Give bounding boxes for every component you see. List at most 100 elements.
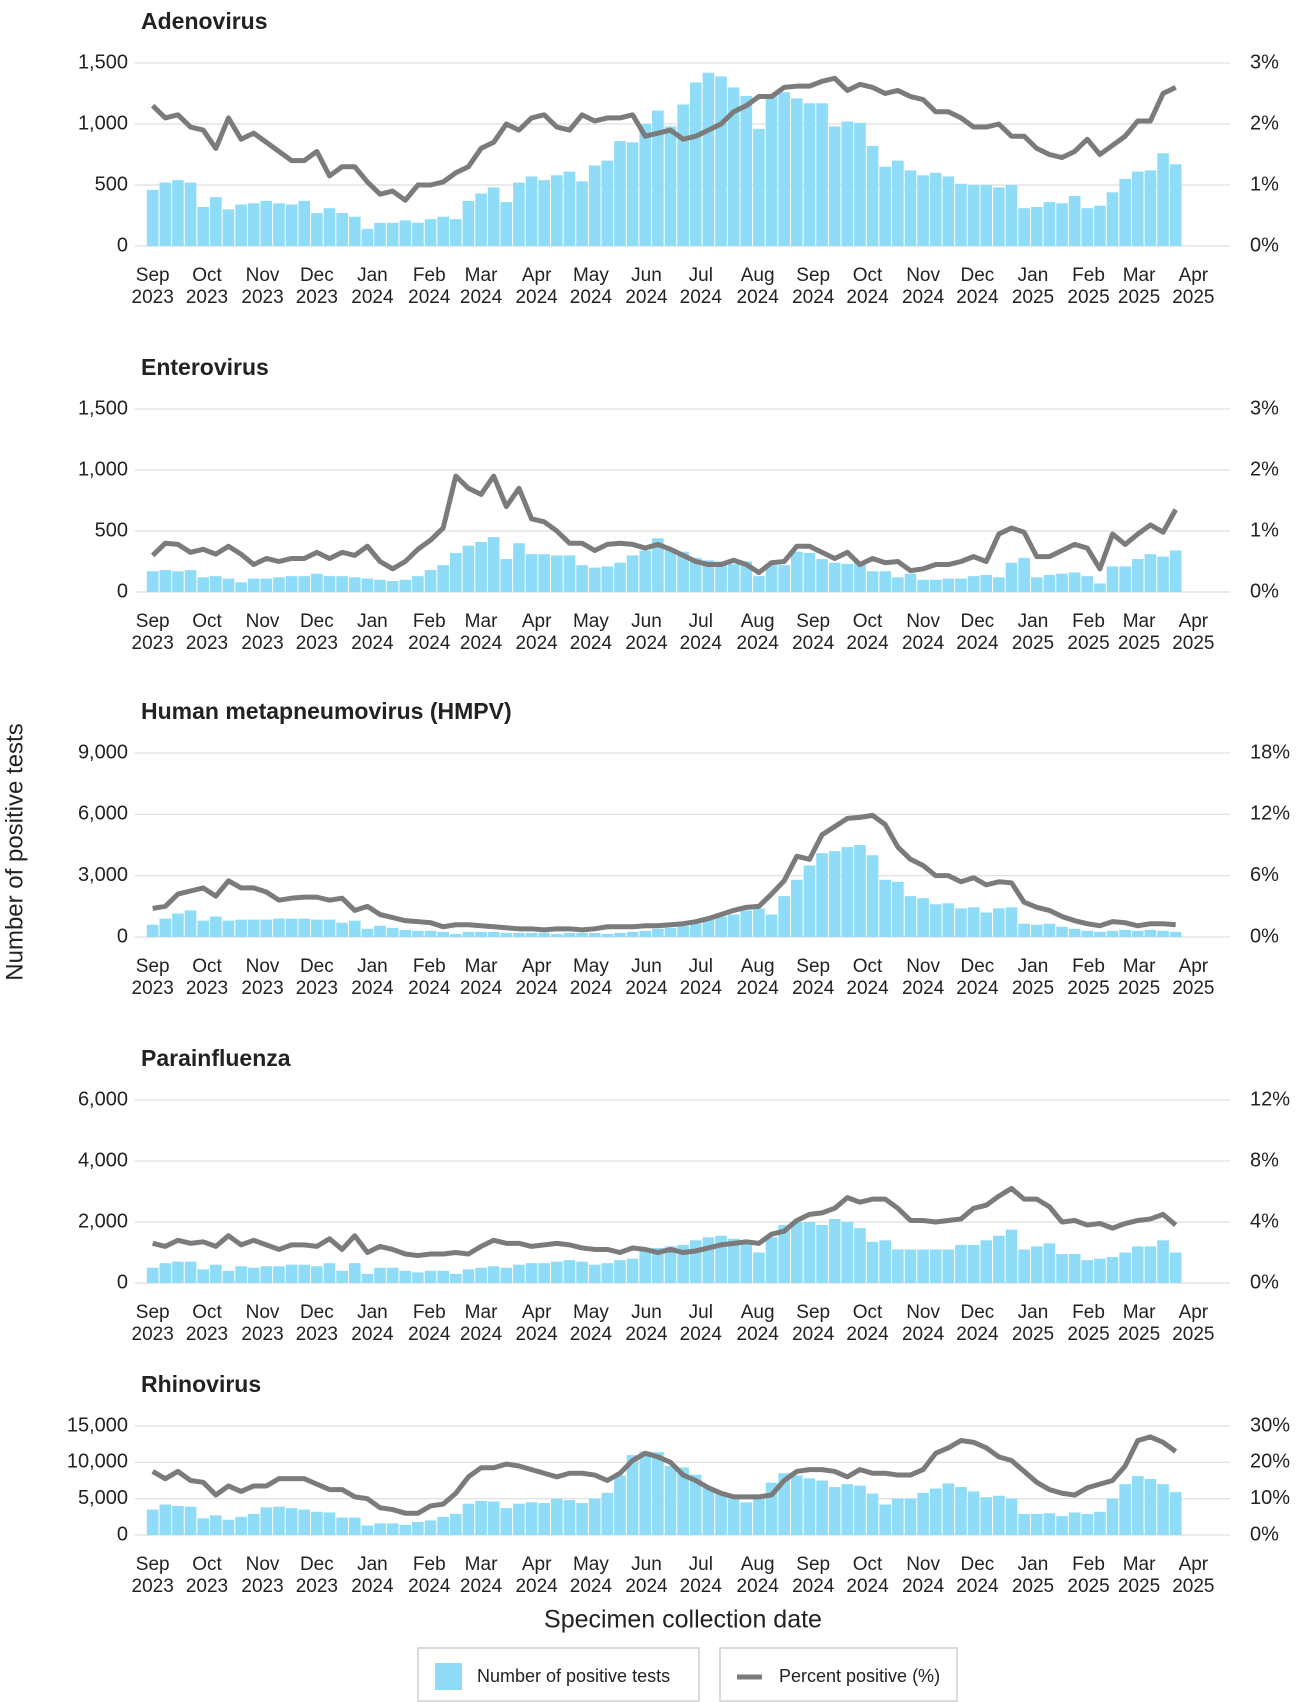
y-tick-label: 5,000 <box>78 1487 128 1509</box>
x-tick: Mar 2025 <box>1118 956 1160 999</box>
bar <box>348 920 361 937</box>
bar <box>1068 572 1081 592</box>
bar <box>892 577 904 592</box>
bar <box>475 1500 487 1535</box>
bar <box>361 578 374 592</box>
y-tick-label: 3,000 <box>78 864 128 886</box>
bar <box>715 76 727 246</box>
bar <box>892 160 904 246</box>
bar <box>563 1260 576 1283</box>
bar <box>576 932 588 937</box>
x-tick: Nov 2024 <box>902 956 944 999</box>
x-tick-label: Mar 2025 <box>1117 265 1161 308</box>
x-tick-label: Dec 2024 <box>956 1554 999 1597</box>
x-tick-label: Apr 2025 <box>1172 1302 1215 1345</box>
bar <box>993 1495 1005 1535</box>
bar <box>980 185 993 246</box>
bar <box>500 1267 513 1283</box>
bar <box>803 552 816 592</box>
bar <box>626 555 639 592</box>
bar <box>386 581 399 592</box>
bar <box>1144 1246 1157 1283</box>
bar <box>1043 202 1056 246</box>
bar <box>247 578 260 592</box>
x-tick-label: Oct 2024 <box>846 1302 889 1345</box>
bar <box>879 879 892 937</box>
bar <box>538 932 551 937</box>
x-tick: Jan 2025 <box>1011 265 1055 308</box>
x-tick: Nov 2023 <box>241 1554 283 1597</box>
bar <box>538 554 551 592</box>
bar <box>323 1263 336 1283</box>
y2-tick-label: 18% <box>1250 741 1290 763</box>
bar <box>260 200 273 246</box>
bar <box>235 919 247 937</box>
bar <box>626 1455 639 1535</box>
bar <box>1106 1257 1119 1283</box>
bar <box>146 1267 159 1283</box>
percent-line <box>150 75 1177 203</box>
x-tick-label: Jan 2025 <box>1011 265 1055 308</box>
y-tick-label: 1,000 <box>78 112 128 134</box>
bar <box>1043 1513 1056 1535</box>
bar <box>1030 1246 1043 1283</box>
x-tick: Jan 2025 <box>1012 1302 1054 1345</box>
bar <box>184 1506 197 1535</box>
bar <box>753 576 765 592</box>
bar <box>828 851 841 937</box>
bar <box>993 1235 1005 1283</box>
bar <box>765 94 778 246</box>
bar <box>601 566 614 592</box>
bar <box>1068 195 1081 246</box>
y-tick-label: 500 <box>95 519 128 541</box>
bar <box>273 577 285 592</box>
x-tick-label: May 2024 <box>569 1302 613 1345</box>
bar <box>311 573 323 592</box>
bar <box>159 918 172 937</box>
bar <box>336 213 348 246</box>
bar <box>1068 1512 1081 1535</box>
bar <box>715 1235 727 1283</box>
bar <box>639 1451 652 1535</box>
bar <box>942 1483 955 1535</box>
x-tick-label: Sep 2024 <box>792 956 835 999</box>
x-tick-label: Jun 2024 <box>625 956 668 999</box>
x-tick-label: Jun 2024 <box>625 1554 668 1597</box>
x-tick: Oct 2023 <box>186 611 228 654</box>
bar <box>1043 1243 1056 1283</box>
bar <box>437 931 449 937</box>
bar <box>778 565 790 592</box>
bar <box>298 1509 311 1535</box>
x-tick-label: Dec 2024 <box>956 956 999 999</box>
y2-tick-label: 2% <box>1250 458 1279 480</box>
bar <box>437 565 449 592</box>
x-tick: Feb 2024 <box>408 611 450 654</box>
bar <box>298 200 311 246</box>
bar <box>210 1264 222 1283</box>
bar <box>689 557 702 592</box>
x-tick: Dec 2023 <box>296 1554 338 1597</box>
bar <box>1094 1511 1106 1535</box>
bar <box>702 1237 715 1283</box>
x-tick-label: Nov 2024 <box>901 1302 945 1345</box>
bar <box>563 932 576 937</box>
bar <box>1094 1258 1106 1283</box>
bar <box>386 1267 399 1283</box>
bar <box>1005 562 1018 592</box>
y2-tick-label: 8% <box>1250 1149 1279 1171</box>
y-tick-label: 1,000 <box>78 458 128 480</box>
bar <box>1169 1252 1182 1283</box>
bar <box>614 562 626 592</box>
bar <box>412 1521 424 1535</box>
bar <box>260 1507 273 1535</box>
x-tick: Feb 2024 <box>408 265 451 308</box>
y-tick-label: 4,000 <box>78 1149 128 1171</box>
x-tick: Aug 2024 <box>737 956 779 999</box>
bar <box>146 1509 159 1535</box>
bar <box>424 1520 437 1535</box>
y-tick-label: 1,500 <box>78 51 128 73</box>
x-tick-label: Feb 2024 <box>408 265 451 308</box>
bar <box>247 1267 260 1283</box>
x-tick: Sep 2023 <box>132 1302 174 1345</box>
x-tick: Jul 2024 <box>680 1554 722 1597</box>
